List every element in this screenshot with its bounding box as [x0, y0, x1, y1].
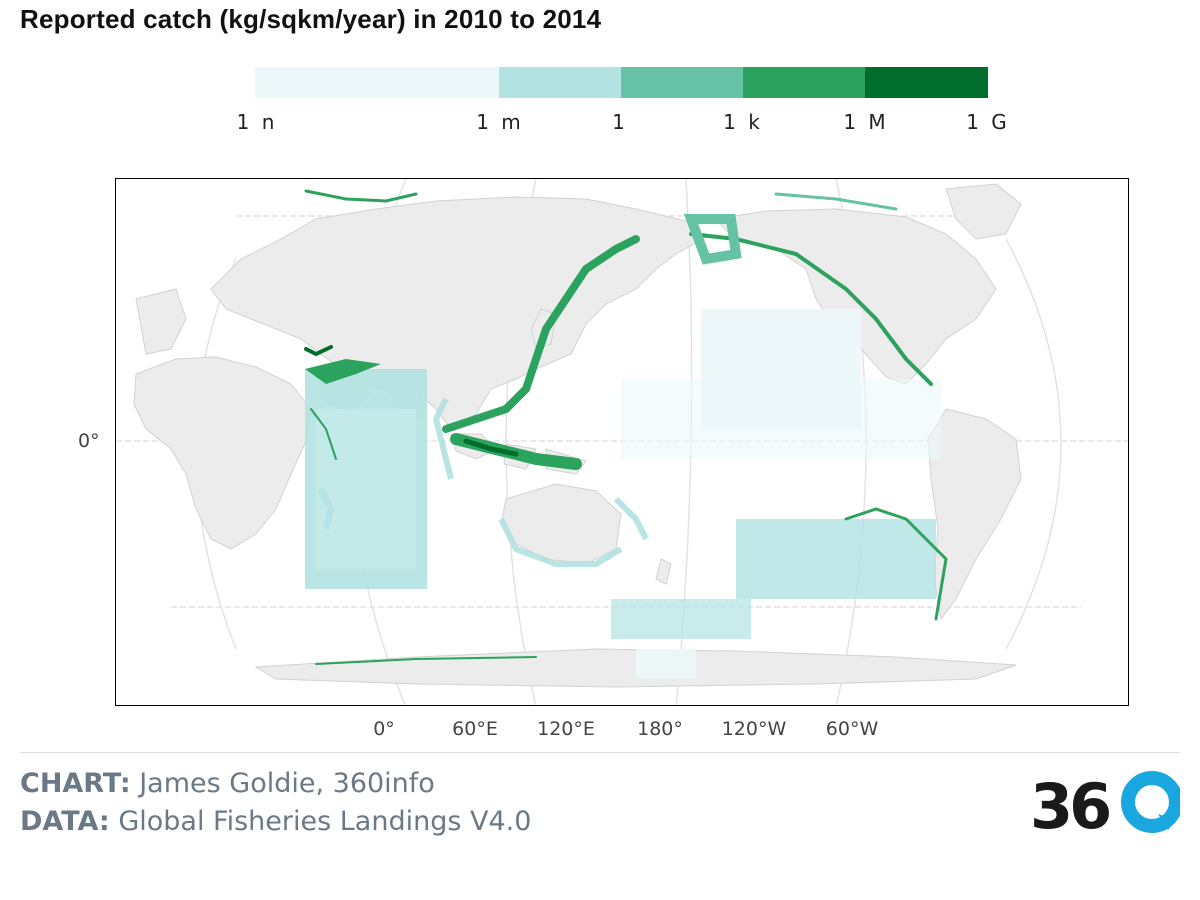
- longitude-label-180: 180°: [637, 718, 683, 740]
- longitude-label-0: 0°: [373, 718, 395, 740]
- chart-credit: CHART: James Goldie, 360info: [20, 768, 435, 799]
- catch-pacific: [611, 309, 941, 679]
- map-canvas: [116, 179, 1128, 705]
- chart-credit-label: CHART:: [20, 768, 131, 799]
- catch-shelves: [318, 397, 649, 567]
- latitude-label-equator: 0°: [78, 430, 100, 452]
- longitude-label-120e: 120°E: [537, 718, 595, 740]
- longitude-label-60w: 60°W: [825, 718, 879, 740]
- legend-segment-5: [865, 67, 988, 98]
- longitude-label-120w: 120°W: [721, 718, 787, 740]
- legend-segment-4: [743, 67, 865, 98]
- footer-divider: [20, 752, 1180, 753]
- logo-graphic: 36: [1030, 770, 1183, 843]
- legend-tick-one: 1: [612, 110, 628, 134]
- legend-segment-1: [255, 67, 499, 98]
- legend-tick-mega: 1 M: [843, 110, 889, 134]
- data-credit-value: Global Fisheries Landings V4.0: [118, 806, 532, 837]
- catch-indian-ocean: [305, 359, 427, 589]
- legend-tick-kilo: 1 k: [723, 110, 763, 134]
- chart-credit-value: James Goldie, 360info: [139, 768, 435, 799]
- legend-tick-milli: 1 m: [476, 110, 524, 134]
- color-legend: 1 n 1 m 1 1 k 1 M 1 G: [0, 0, 1200, 140]
- world-map: [115, 178, 1129, 706]
- 360info-logo: 36: [1030, 770, 1183, 843]
- legend-segment-2: [499, 67, 621, 98]
- longitude-label-60e: 60°E: [452, 718, 498, 740]
- legend-tick-nano: 1 n: [236, 110, 278, 134]
- svg-text:36: 36: [1030, 770, 1109, 834]
- legend-tick-giga: 1 G: [966, 110, 1010, 134]
- data-credit: DATA: Global Fisheries Landings V4.0: [20, 806, 531, 837]
- chart-title: Reported catch (kg/sqkm/year) in 2010 to…: [20, 4, 602, 34]
- catch-coastal: [304, 189, 948, 665]
- data-credit-label: DATA:: [20, 806, 110, 837]
- legend-segment-3: [621, 67, 743, 98]
